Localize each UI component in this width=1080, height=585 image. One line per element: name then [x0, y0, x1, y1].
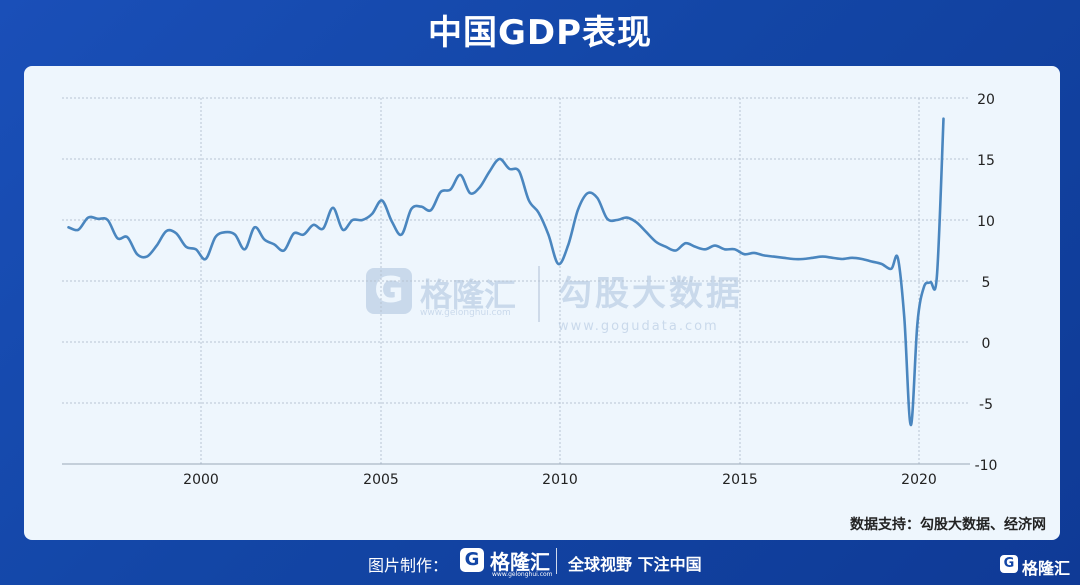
- corner-brand: 格隆汇: [1021, 559, 1070, 578]
- watermark-gogudata: 勾股大数据 www.gogudata.com: [558, 266, 743, 334]
- footer: 图片制作： G 格隆汇 www.gelonghui.com 全球视野 下注中国 …: [0, 540, 1080, 585]
- x-tick-label: 2000: [183, 472, 219, 488]
- y-tick-label: -5: [979, 397, 993, 413]
- y-tick-label: 10: [977, 214, 995, 230]
- chart-panel: G 格隆汇 www.gelonghui.com 勾股大数据 www.goguda…: [24, 66, 1060, 540]
- footer-divider: [556, 548, 557, 574]
- credit-label: 图片制作：: [368, 556, 449, 575]
- y-tick-label: 5: [982, 275, 991, 291]
- chart-title: 中国GDP表现: [427, 13, 653, 53]
- footer-brand: 格隆汇: [490, 550, 550, 574]
- y-tick-label: 0: [982, 336, 991, 352]
- corner-logo: G 格隆汇: [999, 555, 1070, 579]
- watermark-url: www.gelonghui.com: [420, 308, 511, 318]
- watermark-brand2: 勾股大数据: [558, 274, 743, 314]
- footer-url: www.gelonghui.com: [492, 571, 553, 578]
- watermark-logo-icon: G: [366, 268, 412, 314]
- gdp-series-line: [67, 117, 945, 427]
- footer-slogan: 全球视野 下注中国: [568, 555, 702, 574]
- data-source: 数据支持：勾股大数据、经济网: [850, 517, 1046, 533]
- watermark-gelonghui: G 格隆汇 www.gelonghui.com: [366, 268, 526, 328]
- y-tick-label: -10: [975, 458, 998, 474]
- x-tick-label: 2005: [363, 472, 399, 488]
- x-tick-label: 2010: [542, 472, 578, 488]
- watermark-url2: www.gogudata.com: [558, 319, 719, 334]
- x-tick-label: 2015: [722, 472, 758, 488]
- y-tick-label: 20: [977, 92, 995, 108]
- footer-logo-icon: G: [460, 548, 484, 572]
- watermark-brand: 格隆汇: [420, 276, 517, 314]
- x-tick-label: 2020: [901, 472, 937, 488]
- watermark-divider: [538, 266, 540, 322]
- y-tick-label: 15: [977, 153, 995, 169]
- corner-logo-icon: G: [999, 555, 1018, 573]
